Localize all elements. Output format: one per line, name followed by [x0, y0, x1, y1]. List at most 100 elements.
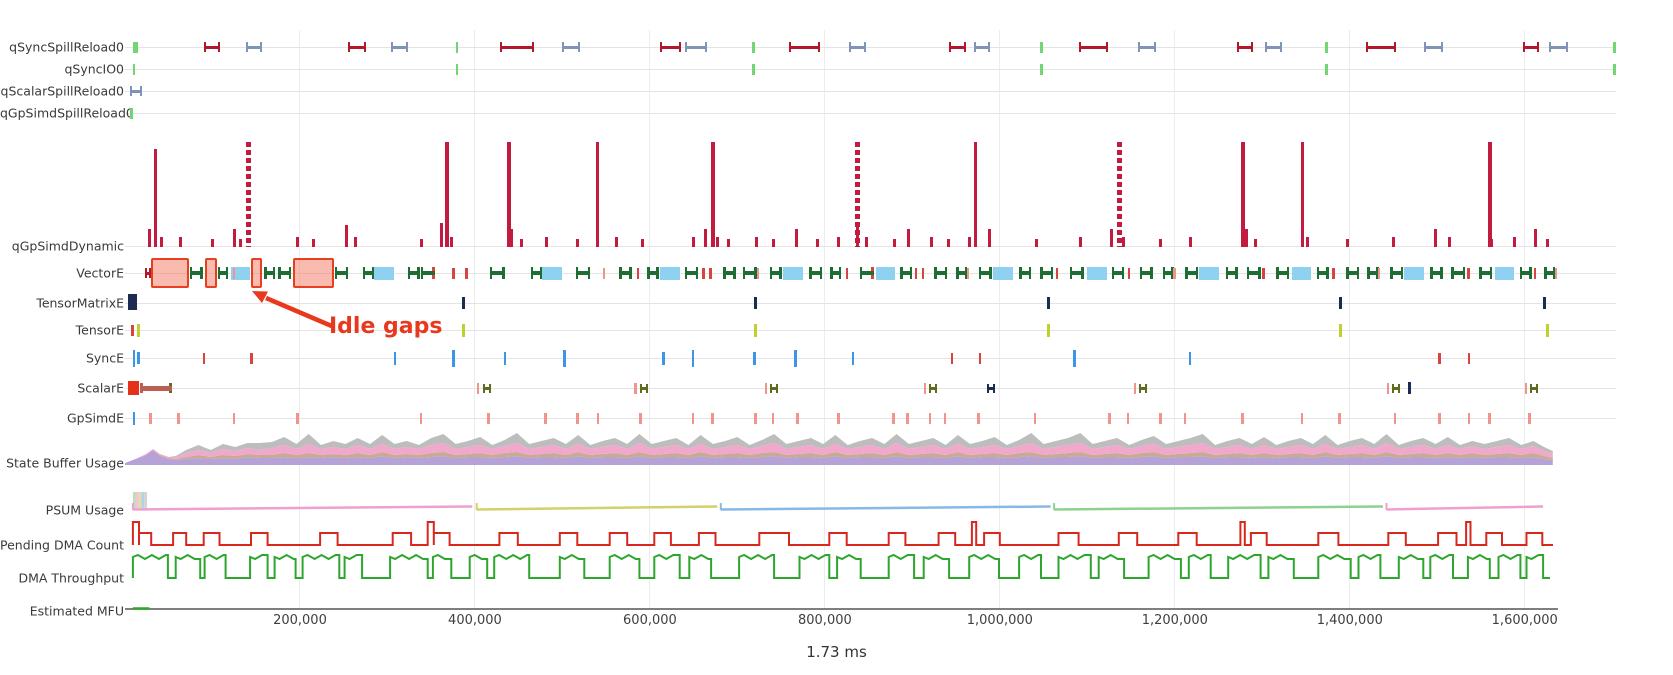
event-span-bar[interactable]: [1390, 267, 1404, 279]
event-tick[interactable]: [232, 412, 236, 424]
event-block[interactable]: [782, 266, 803, 280]
event-tick[interactable]: [928, 412, 932, 424]
event-tick[interactable]: [461, 323, 465, 337]
event-tick[interactable]: [837, 237, 841, 247]
event-tick[interactable]: [754, 323, 757, 337]
event-tick[interactable]: [476, 382, 480, 394]
event-tick[interactable]: [132, 411, 136, 425]
event-tick[interactable]: [147, 229, 151, 247]
event-span-bar[interactable]: [830, 267, 842, 279]
event-tick[interactable]: [1159, 239, 1163, 247]
event-span-bar[interactable]: [647, 267, 659, 279]
event-tick[interactable]: [756, 267, 760, 279]
event-tick[interactable]: [1133, 382, 1137, 394]
event-span-bar[interactable]: [789, 42, 820, 52]
event-span-bar[interactable]: [1185, 267, 1199, 279]
event-span-bar[interactable]: [1367, 267, 1379, 279]
event-tick[interactable]: [754, 237, 758, 247]
event-tick[interactable]: [943, 412, 947, 424]
event-tick[interactable]: [691, 412, 695, 424]
event-tick[interactable]: [1108, 412, 1111, 424]
event-tick[interactable]: [1047, 323, 1051, 337]
event-tick[interactable]: [1488, 412, 1491, 424]
event-tick[interactable]: [987, 229, 991, 247]
event-span-bar[interactable]: [1479, 267, 1493, 279]
event-tick[interactable]: [704, 229, 708, 247]
event-tick[interactable]: [137, 352, 140, 364]
event-block[interactable]: [875, 266, 895, 280]
event-span-bar[interactable]: [334, 267, 349, 279]
idle-gap-highlight-box[interactable]: [250, 257, 263, 288]
event-tick[interactable]: [977, 412, 980, 424]
event-span-bar[interactable]: [1139, 267, 1153, 279]
event-tick[interactable]: [563, 349, 566, 367]
event-tick[interactable]: [892, 412, 895, 424]
event-span-bar[interactable]: [145, 268, 152, 278]
event-block[interactable]: [374, 266, 395, 280]
event-tall-bar[interactable]: [507, 142, 511, 247]
event-tick[interactable]: [1244, 229, 1248, 247]
event-span-bar[interactable]: [1391, 383, 1400, 393]
event-tick[interactable]: [1467, 412, 1471, 424]
event-tick[interactable]: [950, 352, 954, 364]
event-tick[interactable]: [1040, 63, 1043, 75]
event-span-bar[interactable]: [362, 267, 375, 279]
event-tick[interactable]: [795, 229, 799, 247]
event-tick[interactable]: [1183, 412, 1187, 424]
event-span-bar[interactable]: [1069, 267, 1084, 279]
event-tick[interactable]: [947, 239, 951, 247]
event-tick[interactable]: [461, 297, 465, 309]
event-tick[interactable]: [1159, 412, 1162, 424]
event-tick[interactable]: [576, 412, 579, 424]
event-tick[interactable]: [837, 412, 840, 424]
event-span-bar[interactable]: [1544, 267, 1556, 279]
event-tick[interactable]: [509, 229, 513, 247]
event-span-bar[interactable]: [203, 42, 221, 52]
event-tick[interactable]: [1512, 237, 1516, 247]
event-tick[interactable]: [1339, 323, 1343, 337]
event-tick[interactable]: [149, 412, 152, 424]
event-span-bar[interactable]: [1530, 383, 1538, 393]
event-tall-bar[interactable]: [153, 149, 158, 247]
event-tick[interactable]: [596, 412, 600, 424]
event-span-bar[interactable]: [684, 267, 698, 279]
event-span-bar[interactable]: [530, 267, 543, 279]
event-tick[interactable]: [764, 382, 767, 394]
event-tick[interactable]: [893, 239, 897, 247]
event-tick[interactable]: [634, 382, 637, 394]
event-tick[interactable]: [1306, 237, 1310, 247]
event-tick[interactable]: [1188, 351, 1192, 365]
event-tick[interactable]: [296, 412, 299, 424]
event-tick[interactable]: [754, 297, 757, 309]
event-tick[interactable]: [816, 239, 820, 247]
event-tick[interactable]: [1447, 237, 1451, 247]
event-span-bar[interactable]: [264, 267, 276, 279]
event-tick[interactable]: [851, 351, 855, 365]
event-span-bar[interactable]: [900, 267, 913, 279]
event-tick[interactable]: [202, 352, 206, 364]
event-span-bar[interactable]: [849, 42, 866, 52]
event-tick[interactable]: [1110, 229, 1114, 247]
event-span-bar[interactable]: [1162, 267, 1174, 279]
event-tick[interactable]: [1047, 297, 1051, 309]
event-span-bar[interactable]: [1424, 42, 1443, 52]
event-tick[interactable]: [233, 229, 237, 247]
event-tick[interactable]: [845, 267, 849, 279]
event-tick[interactable]: [1034, 239, 1038, 247]
event-span-bar[interactable]: [640, 383, 649, 393]
event-span-bar[interactable]: [742, 267, 757, 279]
event-tick[interactable]: [439, 223, 443, 247]
event-span-bar[interactable]: [928, 383, 937, 393]
event-span-bar[interactable]: [348, 42, 367, 52]
event-tick[interactable]: [907, 229, 911, 247]
event-tick[interactable]: [1554, 267, 1557, 279]
event-tick[interactable]: [966, 267, 970, 279]
event-span-bar[interactable]: [978, 267, 992, 279]
event-tick[interactable]: [1241, 412, 1244, 424]
event-tick[interactable]: [1073, 349, 1076, 367]
event-span-bar[interactable]: [1549, 42, 1568, 52]
event-span-bar[interactable]: [769, 383, 778, 393]
event-span-bar[interactable]: [1523, 42, 1539, 52]
event-tall-bar[interactable]: [595, 142, 600, 247]
event-tick[interactable]: [796, 412, 799, 424]
